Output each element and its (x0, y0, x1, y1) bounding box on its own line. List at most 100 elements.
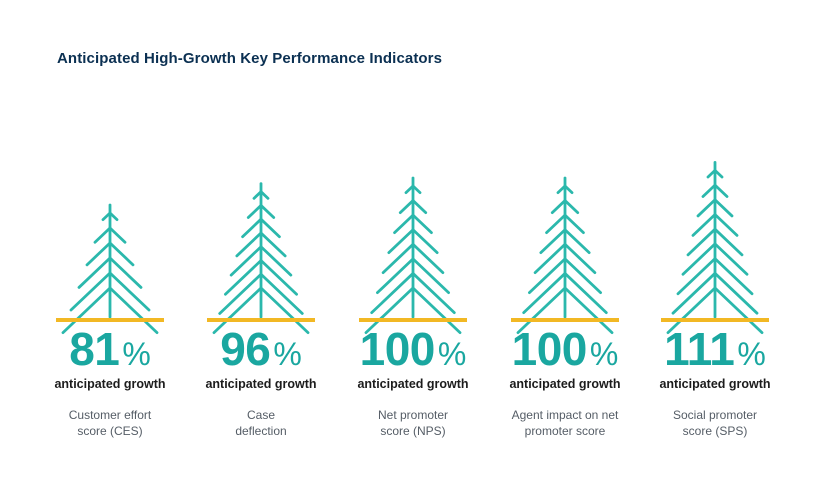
tree-branch (108, 286, 159, 335)
tree-branch (108, 271, 151, 312)
tree-branch (108, 256, 143, 289)
tree-branch (666, 286, 717, 335)
category-label-line: Social promoter (672, 408, 758, 422)
value-number: 111 (664, 323, 735, 375)
tree-branch (108, 226, 127, 244)
tree-branch (563, 257, 602, 295)
value-number: 81 (69, 323, 120, 375)
tree-branch (528, 257, 567, 295)
tree-branch (364, 286, 415, 335)
tree-branch (259, 217, 281, 239)
category-label-line: score (CES) (77, 424, 143, 438)
tree-bar (511, 176, 619, 335)
tree-branch (259, 204, 276, 219)
tree-branch (563, 272, 608, 315)
tree-branch (376, 257, 415, 295)
tree-branch (713, 168, 724, 179)
tree-branch (381, 242, 415, 275)
tree-branch (398, 199, 415, 215)
kpi-column: 81% anticipated growth Customer effort scor… (36, 100, 184, 480)
data-label: 100% (339, 326, 487, 372)
kpi-column: 96% anticipated growth Case deflection (187, 100, 335, 480)
category-label-line: score (NPS) (380, 424, 446, 438)
tree-branch (563, 242, 597, 275)
tree-branch (681, 242, 717, 276)
tree-branch (259, 231, 287, 258)
tree-branch (556, 184, 567, 195)
category-label-line: Case (246, 408, 275, 422)
tree-branch (550, 199, 567, 215)
value-unit: % (737, 336, 766, 372)
tree-branch (563, 228, 591, 255)
tree-branch (701, 183, 717, 198)
data-label: 96% (187, 326, 335, 372)
tree-branch (539, 228, 567, 255)
tree-branch (259, 286, 310, 335)
tree-branch (691, 213, 717, 237)
tree-branch (259, 245, 293, 277)
tree-branch (404, 184, 415, 195)
value-number: 96 (220, 323, 271, 375)
tree-branch (259, 272, 304, 315)
tree-branch (411, 213, 433, 235)
tree-branch (229, 245, 263, 277)
tree-branch (218, 272, 263, 315)
tree-branch (713, 257, 754, 296)
category-label-line: Net promoter (377, 408, 449, 422)
value-caption: anticipated growth (357, 377, 469, 391)
tree-branch (61, 286, 112, 335)
tree-branch (411, 199, 428, 215)
tree-branch (563, 184, 574, 195)
tree-branch (85, 241, 112, 267)
category-label-line: score (SPS) (682, 424, 748, 438)
value-unit: % (122, 336, 151, 372)
tree-branch (411, 286, 462, 335)
tree-branch (713, 286, 764, 335)
value-unit: % (437, 336, 467, 372)
tree-branch (706, 168, 717, 179)
tree-branch (387, 228, 415, 255)
tree-bar (207, 182, 315, 335)
tree-branch (533, 242, 567, 275)
tree-branch (235, 231, 263, 258)
value-caption: anticipated growth (205, 377, 317, 391)
category-label: Social promoter score (SPS) (641, 407, 789, 439)
tree-branch (241, 217, 263, 239)
tree-branch (411, 228, 439, 255)
value-number: 100 (511, 323, 588, 375)
data-label: 100% (491, 326, 639, 372)
tree-branch (246, 204, 263, 219)
tree-branch (411, 184, 422, 195)
tree-branch (563, 286, 614, 335)
tree-branch (93, 226, 112, 244)
kpi-column: 100% anticipated growth Agent impact on ne… (491, 100, 639, 480)
category-label: Case deflection (187, 407, 335, 439)
tree-branch (411, 242, 445, 275)
tree-branch (101, 211, 112, 222)
category-label: Customer effort score (CES) (36, 407, 184, 439)
tree-branch (713, 213, 739, 237)
category-label-line: Customer effort (68, 408, 152, 422)
tree-branch (676, 257, 717, 296)
tree-branch (411, 257, 450, 295)
tree-branch (696, 198, 717, 218)
tree-branch (108, 241, 135, 267)
tree-branch (516, 286, 567, 335)
tree-branch (713, 198, 734, 218)
tree-branch (411, 272, 456, 315)
category-label-line: promoter score (524, 424, 606, 438)
category-label-line: Agent impact on net (511, 408, 619, 422)
tree-bar (661, 160, 769, 335)
tree-branch (77, 256, 112, 289)
tree-branch (713, 183, 729, 198)
tree-branch (259, 259, 298, 296)
tree-branch (713, 242, 749, 276)
tree-branch (545, 213, 567, 235)
tree-branch (252, 190, 263, 200)
chart-title: Anticipated High-Growth Key Performance … (57, 50, 443, 67)
value-number: 100 (359, 323, 436, 375)
tree-branch (686, 227, 717, 257)
kpi-column: 111% anticipated growth Social promoter sco… (641, 100, 789, 480)
value-caption: anticipated growth (659, 377, 771, 391)
value-caption: anticipated growth (54, 377, 166, 391)
